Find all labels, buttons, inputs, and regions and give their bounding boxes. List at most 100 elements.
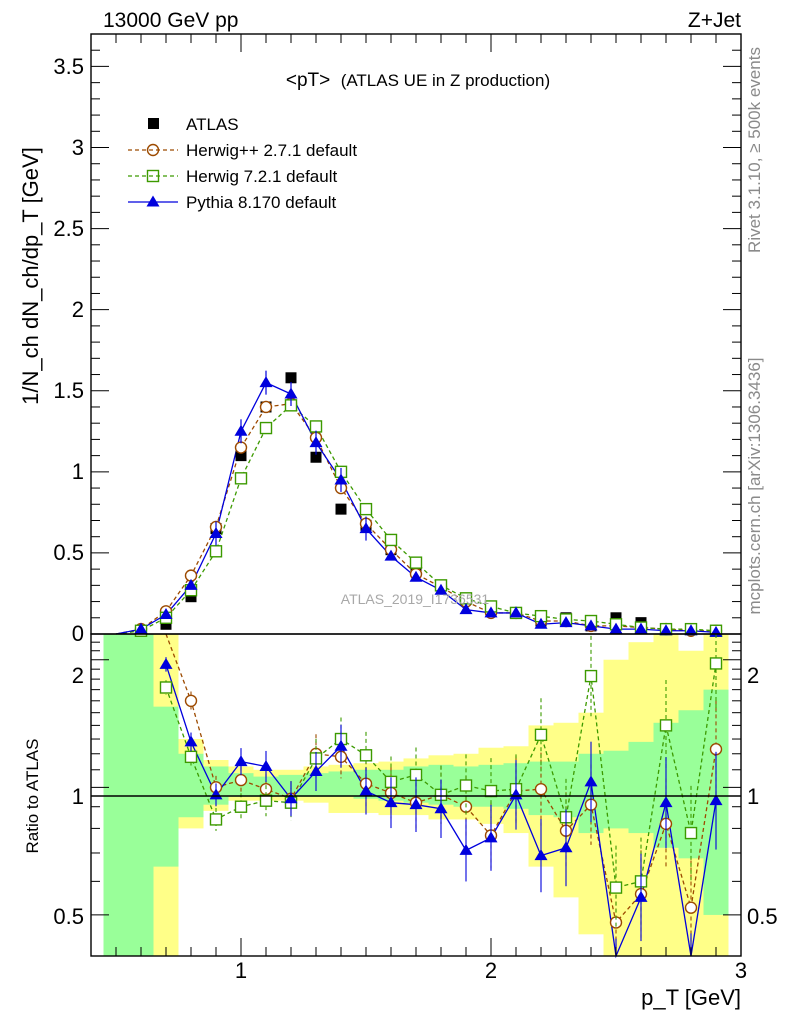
main-data-point [334, 473, 348, 485]
main-data-point [259, 376, 273, 388]
ratio-data-point [359, 749, 373, 762]
main-data-point [234, 424, 248, 436]
main-data-point [434, 583, 448, 595]
ratio-y-tick-labels-right: 0.5 1 2 [747, 663, 778, 929]
ratio-y-tick-label: 1 [72, 784, 84, 809]
ratio-series-markers [159, 634, 723, 956]
ratio-data-point [684, 901, 698, 914]
main-data-point [259, 421, 273, 435]
legend-marker-herwigpp [146, 143, 160, 157]
ratio-data-point [359, 784, 373, 796]
ratio-data-point [234, 800, 248, 813]
main-y-tick-label: 0 [72, 621, 84, 646]
main-data-point [209, 526, 223, 538]
main-data-point [185, 591, 197, 603]
main-data-point [184, 578, 198, 590]
main-data-point [609, 622, 623, 634]
main-y-tick-label: 1.5 [53, 378, 84, 403]
ratio-data-point [709, 794, 723, 806]
ratio-data-point [534, 782, 548, 796]
main-y-tick-label: 2.5 [53, 216, 84, 241]
ratio-data-point [584, 775, 598, 787]
main-y-tick-label: 1 [72, 459, 84, 484]
main-data-point [235, 450, 247, 462]
main-data-point [309, 436, 323, 448]
main-data-point [134, 622, 148, 634]
plot-title-main: <pT> [286, 70, 330, 91]
main-data-point [335, 503, 347, 515]
axis-ticks [90, 33, 742, 956]
ratio-data-point [384, 796, 398, 808]
legend-label-pythia: Pythia 8.170 default [186, 193, 337, 212]
main-data-point [559, 616, 573, 628]
main-data-point [684, 624, 698, 636]
ratio-band-inner [628, 741, 654, 834]
ratio-data-point [634, 890, 648, 902]
ratio-data-point [484, 831, 498, 843]
main-data-point [484, 606, 498, 618]
legend-label-herwigpp: Herwig++ 2.7.1 default [186, 141, 357, 160]
ratio-y-tick-label: 0.5 [53, 904, 84, 929]
legend-marker-pythia [146, 195, 160, 207]
ratio-data-point [284, 792, 298, 804]
ratio-data-point [159, 681, 173, 694]
ratio-data-point [559, 841, 573, 853]
ratio-band-inner [153, 706, 179, 867]
main-data-point [234, 472, 248, 485]
ratio-data-point [309, 764, 323, 776]
main-data-point [659, 624, 673, 636]
main-data-point [409, 556, 423, 569]
ratio-data-point [409, 798, 423, 810]
ratio-data-point [259, 759, 273, 771]
legend-label-atlas: ATLAS [186, 115, 239, 134]
main-data-point [610, 612, 622, 624]
main-y-tick-label: 2 [72, 297, 84, 322]
main-y-tick-label: 3 [72, 135, 84, 160]
ratio-data-point [334, 739, 348, 751]
header-right-label: Z+Jet [688, 9, 741, 32]
main-data-point [584, 619, 598, 631]
ratio-y-tick-label-right: 0.5 [747, 904, 778, 929]
ratio-y-tick-label-right: 2 [747, 663, 759, 688]
main-y-tick-label: 0.5 [53, 540, 84, 565]
side-label-mcplots: mcplots.cern.ch [arXiv:1306.3436] [745, 357, 764, 614]
x-tick-label: 3 [735, 958, 747, 983]
main-series-markers [134, 370, 723, 637]
main-data-point [534, 617, 548, 629]
main-data-point [359, 502, 373, 516]
ratio-data-point [484, 784, 498, 798]
legend-label-herwig7: Herwig 7.2.1 default [186, 167, 337, 186]
main-data-point [234, 441, 248, 454]
ratio-data-point [184, 735, 198, 747]
ratio-data-point [459, 843, 473, 855]
main-y-tick-labels: 0 0.5 1 1.5 2 2.5 3 3.5 [53, 54, 84, 646]
ratio-data-point [209, 813, 223, 826]
main-data-point [159, 608, 173, 620]
main-data-point [359, 522, 373, 534]
ratio-data-point [184, 694, 198, 708]
ratio-series-line [165, 633, 717, 924]
main-data-point [284, 387, 298, 399]
ratio-data-point [534, 849, 548, 861]
x-axis-label: p_T [GeV] [641, 985, 741, 1010]
ratio-data-point [584, 669, 598, 683]
main-data-point [259, 400, 273, 414]
ratio-data-point [659, 719, 673, 732]
main-data-point [409, 570, 423, 582]
ratio-data-point [184, 750, 198, 764]
ratio-data-point [234, 773, 248, 787]
ratio-data-point [609, 881, 623, 894]
side-label-rivet: Rivet 3.1.10, ≥ 500k events [745, 47, 764, 253]
main-data-point [509, 606, 523, 618]
main-y-axis-label: 1/N_ch dN_ch/dp_T [GeV] [18, 147, 43, 405]
main-data-point [310, 451, 322, 463]
ratio-data-point [159, 657, 173, 669]
ratio-band-inner [128, 634, 154, 956]
main-data-point [309, 420, 323, 433]
ratio-data-point [684, 826, 698, 840]
main-data-point [634, 622, 648, 634]
ratio-data-point [709, 657, 723, 670]
ratio-data-point [459, 779, 473, 792]
plot-title: <pT> (ATLAS UE in Z production) [286, 70, 550, 91]
legend: ATLAS Herwig++ 2.7.1 default Herwig 7.2.… [128, 115, 357, 212]
